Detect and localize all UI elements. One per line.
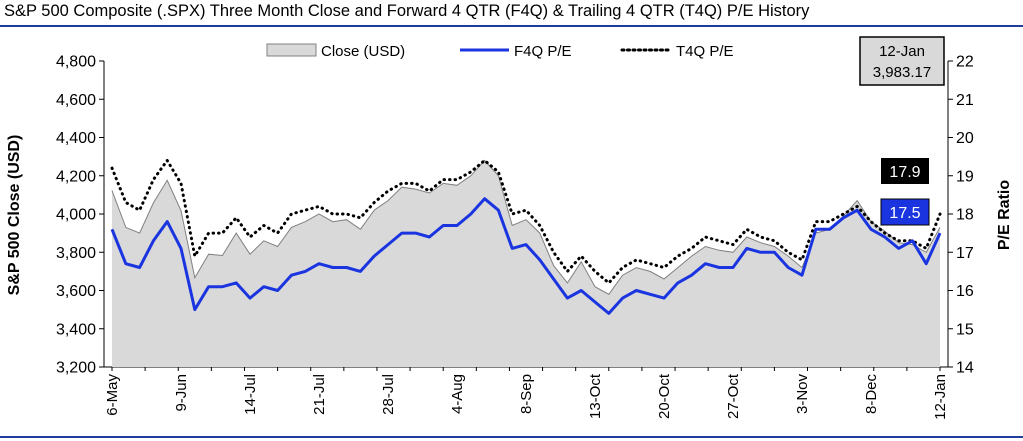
last-close-date: 12-Jan	[879, 43, 925, 60]
t4q-last-box	[881, 158, 929, 184]
f4q-last-value: 17.5	[889, 205, 920, 222]
close-area	[112, 160, 940, 367]
axes-layer: 3,200 3,400 3,600 3,800 4,000 4,200 4,400 4,600…	[56, 54, 974, 420]
y-right-tick-label: 21	[956, 92, 974, 109]
y-left-tick-label: 3,200	[56, 360, 96, 377]
y-right-tick-label: 18	[956, 207, 974, 224]
f4q-last-box	[880, 198, 930, 226]
bottom-rule	[0, 436, 1023, 438]
y-left-tick-label: 3,800	[56, 245, 96, 262]
close-area-outline	[111, 159, 941, 295]
close-area-layer	[111, 159, 941, 367]
t4q-last-value: 17.9	[889, 164, 920, 181]
x-tick-label: 21-Jul	[311, 374, 328, 415]
legend-close-label: Close (USD)	[321, 43, 405, 60]
pe-lines-layer	[110, 159, 942, 315]
x-tick-label: 13-Oct	[587, 373, 604, 419]
y-left-tick-label: 3,600	[56, 283, 96, 300]
y-right-tick-label: 14	[956, 360, 974, 377]
x-tick-label: 9-Jun	[173, 374, 190, 412]
x-tick-label: 12-Jan	[932, 374, 949, 420]
y-right-tick-label: 17	[956, 245, 974, 262]
last-close-box	[859, 36, 945, 86]
y-left-tick-label: 4,800	[56, 54, 96, 71]
x-tick-label: 6-May	[104, 374, 121, 416]
last-close-value: 3,983.17	[873, 64, 931, 81]
y-left-tick-label: 4,400	[56, 130, 96, 147]
y-axis-left-label: S&P 500 Close (USD)	[6, 135, 23, 296]
x-tick-label: 8-Dec	[863, 374, 880, 415]
chart-title: S&P 500 Composite (.SPX) Three Month Clo…	[4, 2, 810, 20]
x-tick-label: 8-Sep	[518, 374, 535, 414]
x-tick-label: 4-Aug	[449, 374, 466, 414]
legend: Close (USD) F4Q P/E T4Q P/E	[266, 43, 734, 60]
last-close-callout: 12-Jan 3,983.17	[859, 36, 945, 86]
f4q-pe-line	[110, 197, 942, 315]
y-right-tick-label: 16	[956, 283, 974, 300]
x-tick-label: 27-Oct	[725, 373, 742, 419]
t4q-last-callout: 17.9	[881, 158, 929, 184]
y-left-tick-label: 3,400	[56, 321, 96, 338]
y-right-tick-label: 19	[956, 168, 974, 185]
y-right-tick-label: 15	[956, 321, 974, 338]
x-tick-label: 3-Nov	[794, 374, 811, 415]
y-axis-right-label: P/E Ratio	[996, 180, 1013, 250]
y-right-tick-label: 20	[956, 130, 974, 147]
x-tick-label: 28-Jul	[380, 374, 397, 415]
legend-t4q-label: T4Q P/E	[676, 43, 734, 60]
legend-close-swatch	[266, 43, 317, 57]
f4q-last-callout: 17.5	[880, 198, 930, 226]
legend-f4q-label: F4Q P/E	[514, 43, 572, 60]
y-left-tick-label: 4,200	[56, 168, 96, 185]
t4q-pe-line	[110, 159, 942, 285]
y-right-tick-label: 22	[956, 54, 974, 71]
x-tick-label: 14-Jul	[242, 374, 259, 415]
y-left-tick-label: 4,000	[56, 207, 96, 224]
x-tick-label: 20-Oct	[656, 373, 673, 419]
y-left-tick-label: 4,600	[56, 92, 96, 109]
top-rule	[0, 25, 1023, 27]
